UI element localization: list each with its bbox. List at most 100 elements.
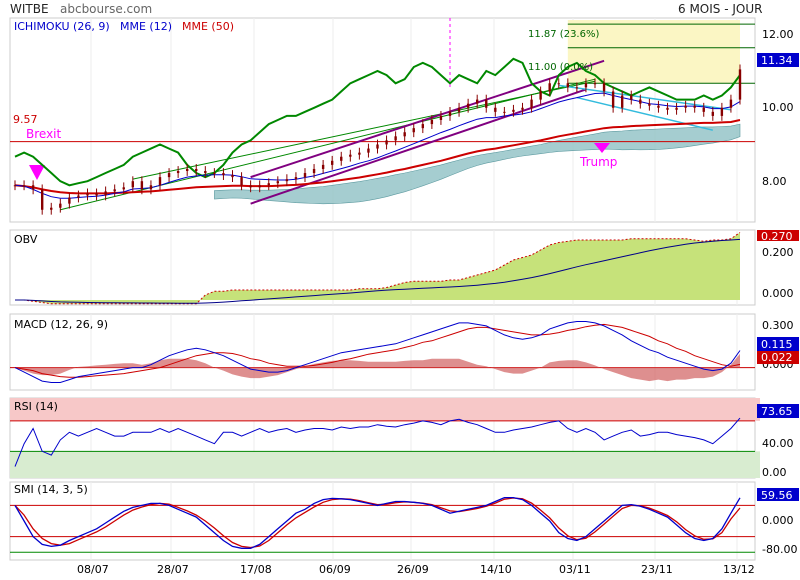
- candle-body: [457, 107, 461, 112]
- candle-body: [340, 156, 343, 161]
- trump-arrow: [594, 143, 610, 153]
- candle-body: [720, 107, 724, 116]
- x-label-0311: 03/11: [559, 563, 591, 576]
- candle-body: [249, 185, 252, 188]
- x-label-2807: 28/07: [157, 563, 189, 576]
- candle-body: [602, 83, 606, 92]
- x-label-1410: 14/10: [480, 563, 512, 576]
- candle-body: [711, 111, 715, 116]
- obv-average: [15, 238, 741, 304]
- down-channel-lower: [576, 96, 713, 131]
- candle-body: [385, 140, 388, 145]
- fib-zone: [567, 20, 740, 84]
- candle-body: [521, 107, 524, 110]
- obv-tick-0200: 0.200: [762, 246, 794, 259]
- source-label: abcbourse.com: [60, 2, 152, 16]
- candle-body: [195, 168, 198, 171]
- candle-body: [321, 164, 325, 169]
- smi-line: [14, 496, 741, 549]
- x-label-1312: 13/12: [723, 563, 755, 576]
- candle-body: [439, 115, 443, 120]
- brexit-annotation: Brexit: [26, 127, 62, 141]
- candle-body: [113, 189, 116, 192]
- rsi-oversold-zone: [10, 451, 760, 478]
- candle-body: [584, 83, 588, 88]
- candle-body: [530, 99, 533, 108]
- candle-body: [448, 111, 452, 116]
- x-label-1708: 17/08: [240, 563, 272, 576]
- fib-label-0: 11.00 (0.0%): [528, 62, 593, 73]
- candle-body: [349, 154, 352, 157]
- smi-last-value: 59.56: [761, 489, 793, 502]
- smi-last-badge: [757, 488, 799, 501]
- candle-body: [31, 185, 35, 190]
- candle-body: [648, 103, 651, 106]
- obv-last-value: 0.270: [761, 230, 793, 243]
- obv-tick-0000: 0.000: [762, 287, 794, 300]
- x-label-0807: 08/07: [77, 563, 109, 576]
- smi-tick-m80: -80.00: [762, 543, 797, 556]
- candle-body: [122, 187, 125, 190]
- candle-body: [738, 69, 742, 100]
- candle-body: [394, 136, 397, 141]
- legend-mme50: MME (50): [182, 20, 234, 33]
- rsi-last-value: 73.65: [761, 405, 793, 418]
- candle-body: [693, 105, 696, 108]
- candle-body: [276, 181, 280, 184]
- channel-upper: [250, 59, 605, 179]
- candle-body: [176, 171, 180, 174]
- candle-body: [376, 144, 379, 149]
- candle-body: [294, 177, 298, 180]
- candle-body: [258, 185, 261, 188]
- candle-body: [104, 191, 107, 196]
- candle-body: [657, 105, 660, 108]
- candle-body: [729, 99, 733, 108]
- macd-last-badge: [757, 337, 799, 351]
- candle-body: [95, 193, 98, 196]
- obv-last-badge: [757, 230, 799, 241]
- candle-body: [267, 183, 270, 186]
- candle-body: [167, 173, 171, 178]
- candle-body: [630, 95, 633, 100]
- obv-line: [15, 232, 741, 305]
- candle-body: [222, 173, 225, 176]
- macd-tick-0300: 0.300: [762, 319, 794, 332]
- legend-smi: SMI (14, 3, 5): [14, 483, 88, 496]
- rsi-tick-40: 40.00: [762, 437, 794, 450]
- tenkan-line: [14, 57, 741, 187]
- candle-body: [539, 91, 542, 100]
- candle-body: [475, 99, 479, 104]
- macd-signal-line: [14, 323, 741, 378]
- price-tick-8: 8.00: [762, 175, 787, 188]
- candle-body: [639, 99, 642, 104]
- candle-body: [611, 91, 615, 108]
- series-layer: [13, 57, 742, 549]
- legend-rsi: RSI (14): [14, 400, 58, 413]
- candle-body: [566, 83, 570, 88]
- legend-macd: MACD (12, 26, 9): [14, 318, 108, 331]
- candle-body: [684, 105, 687, 108]
- trendline-upper: [132, 80, 596, 180]
- period-label: 6 MOIS - JOUR: [678, 2, 762, 16]
- price-tick-12: 12.00: [762, 28, 794, 41]
- candle-body: [557, 83, 560, 85]
- candle-body: [593, 83, 597, 85]
- down-channel-upper: [558, 84, 732, 111]
- x-label-0609: 06/09: [319, 563, 351, 576]
- candle-body: [131, 181, 135, 188]
- candle-body: [285, 179, 289, 182]
- price-last-value: 11.34: [761, 54, 793, 67]
- candle-body: [204, 171, 207, 174]
- candle-body: [40, 189, 44, 210]
- candle-body: [620, 95, 624, 108]
- x-label-2609: 26/09: [397, 563, 429, 576]
- candle-body: [412, 128, 415, 133]
- candle-body: [68, 197, 71, 204]
- panel-frame-smi: [9, 481, 756, 561]
- price-last-badge: [757, 53, 799, 67]
- candle-body: [231, 175, 234, 178]
- brexit-arrow: [29, 165, 45, 180]
- candle-body: [50, 207, 53, 210]
- smi-signal-line: [14, 497, 741, 549]
